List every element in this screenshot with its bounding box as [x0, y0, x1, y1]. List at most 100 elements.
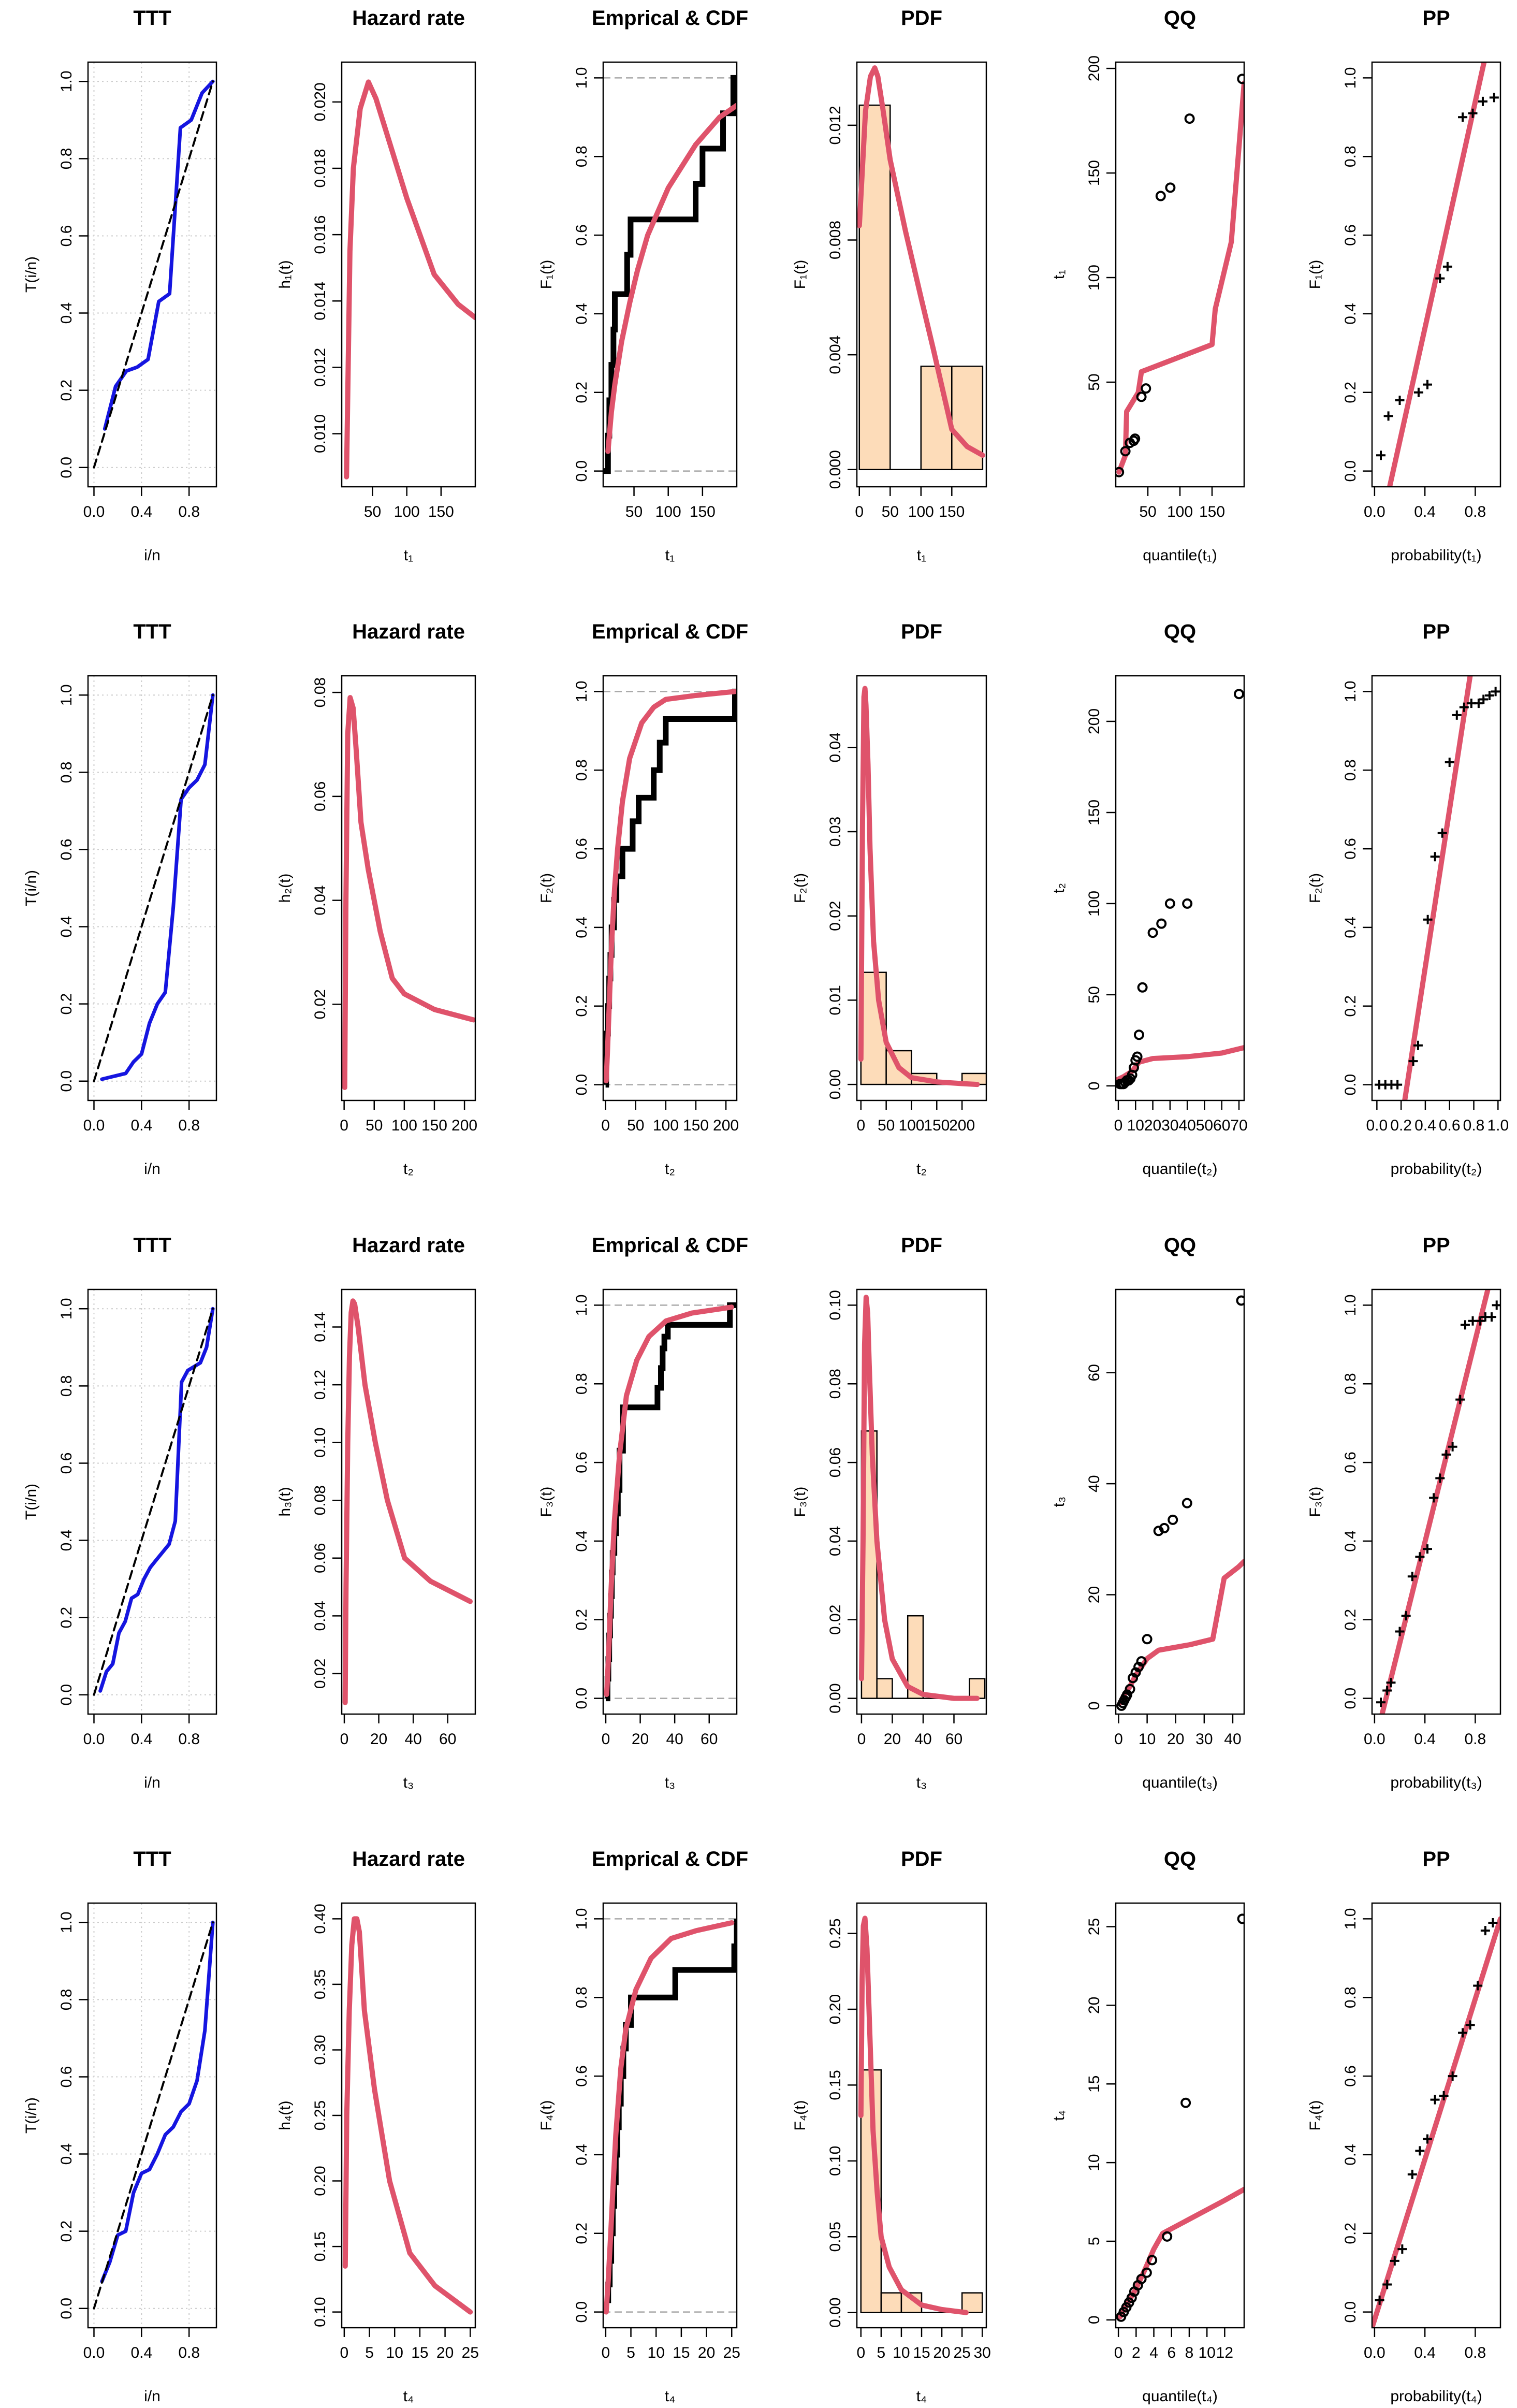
x-axis-label: i/n	[144, 2388, 161, 2405]
y-tick-label: 0.014	[312, 282, 329, 321]
x-tick-label: 20	[632, 1731, 649, 1748]
pp-point	[1413, 1040, 1423, 1050]
plot-frame	[1115, 1288, 1245, 1715]
y-tick-label: 0.018	[312, 149, 329, 187]
panel-title: Hazard rate	[352, 7, 465, 30]
y-tick-label: 0.05	[827, 2222, 844, 2252]
x-tick-label: 150	[690, 503, 716, 520]
x-tick-label: 0.4	[130, 1117, 152, 1134]
x-tick-label: 30	[974, 2344, 991, 2361]
x-tick-label: 0	[856, 1117, 865, 1134]
plot-frame	[87, 675, 217, 1101]
y-tick-label: 0.0	[1342, 2301, 1359, 2323]
x-tick-label: 0.0	[83, 1731, 105, 1748]
y-tick-label: 0.6	[1342, 224, 1359, 246]
plot-frame	[856, 675, 987, 1101]
x-tick-label: 0.0	[1366, 1117, 1388, 1134]
qq-point	[1136, 1656, 1147, 1667]
x-tick-label: 15	[411, 2344, 428, 2361]
y-tick-label: 0.0	[58, 1070, 75, 1092]
y-axis-label: h₂(t)	[276, 874, 294, 903]
panel-r3c1: 0.0 0.4 0.8 0.0 0.2 0.4 0.6 0.8 1.0 TTT i/n T(i/n)	[23, 1234, 217, 1791]
x-tick-label: 100	[391, 1117, 417, 1134]
y-tick-label: 0.0	[1342, 1074, 1359, 1096]
pp-point	[1435, 1473, 1445, 1483]
x-tick-label: 40	[666, 1731, 683, 1748]
fitted-curve	[1387, 62, 1487, 487]
plot-area	[88, 1289, 216, 1714]
x-tick-label: 150	[421, 1117, 447, 1134]
y-axis: 0.0 0.2 0.4 0.6 0.8 1.0	[1342, 681, 1372, 1096]
qq-point	[1168, 1514, 1178, 1525]
y-tick-label: 0.02	[827, 1605, 844, 1635]
x-tick-label: 0.4	[130, 2344, 152, 2361]
fitted-curve	[604, 1304, 735, 1698]
x-tick-label: 20	[884, 1731, 901, 1748]
panel-r4c3: 0 5 10 15 20 25 0.0 0.2 0.4 0.6 0.8 1.0 Emprical & C…	[538, 1848, 748, 2405]
x-tick-label: 0	[602, 1731, 610, 1748]
panel-title: PDF	[901, 1234, 942, 1257]
x-tick-label: 15	[913, 2344, 930, 2361]
y-tick-label: 50	[1086, 373, 1103, 390]
plot-frame	[1371, 61, 1501, 488]
qq-point	[1237, 74, 1244, 84]
y-tick-label: 0.10	[827, 1290, 844, 1320]
x-tick-label: 0.4	[1414, 2344, 1436, 2361]
y-tick-label: 0.8	[58, 762, 75, 784]
x-axis-label: t₃	[403, 1774, 414, 1791]
fitted-curve	[1372, 1916, 1500, 2328]
y-tick-label: 1.0	[1342, 1295, 1359, 1316]
x-tick-label: 40	[1178, 1117, 1195, 1134]
panel-title: TTT	[133, 1234, 171, 1257]
y-tick-label: 0.04	[827, 1526, 844, 1556]
y-tick-label: 0.01	[827, 985, 844, 1015]
x-tick-label: 0	[856, 2344, 865, 2361]
x-tick-label: 20	[370, 1731, 387, 1748]
y-axis: 0.0 0.2 0.4 0.6 0.8 1.0	[573, 67, 603, 482]
pp-point	[1435, 273, 1445, 283]
y-tick-label: 0.020	[312, 82, 329, 121]
y-axis: 0.0 0.2 0.4 0.6 0.8 1.0	[58, 1911, 88, 2319]
x-tick-label: 0	[1114, 2344, 1123, 2361]
qq-point	[1147, 927, 1158, 938]
x-axis-label: probability(t₄)	[1390, 2388, 1482, 2405]
x-axis: 0 2 4 6 8 10 12	[1114, 2328, 1233, 2361]
panel-r3c3: 0 20 40 60 0.0 0.2 0.4 0.6 0.8 1.0 Emprical & CDF t…	[538, 1234, 748, 1791]
x-axis-label: probability(t₂)	[1391, 1161, 1482, 1178]
pp-point	[1376, 1698, 1386, 1707]
plot-area	[1116, 689, 1244, 1090]
y-tick-label: 1.0	[1342, 67, 1359, 89]
y-tick-label: 0.06	[312, 781, 329, 811]
y-tick-label: 0.008	[827, 221, 844, 259]
x-tick-label: 12	[1216, 2344, 1233, 2361]
fitted-curve	[344, 79, 475, 480]
y-axis-label: t₁	[1051, 270, 1068, 279]
y-tick-label: 15	[1086, 2076, 1103, 2093]
x-tick-label: 150	[1199, 503, 1225, 520]
y-tick-label: 0.012	[827, 106, 844, 144]
y-tick-label: 0.2	[573, 382, 590, 403]
x-tick-label: 4	[1149, 2344, 1158, 2361]
x-tick-label: 50	[1139, 503, 1156, 520]
pp-point	[1386, 1678, 1396, 1688]
x-tick-label: 100	[1167, 503, 1193, 520]
pp-point	[1442, 262, 1452, 271]
qq-point	[1120, 446, 1131, 457]
x-tick-label: 0.0	[83, 1117, 105, 1134]
panel-r1c3: 50 100 150 0.0 0.2 0.4 0.6 0.8 1.0 Emprical & CDF…	[538, 7, 748, 564]
qq-point	[1142, 1634, 1153, 1645]
panel-title: PP	[1422, 1234, 1450, 1257]
pp-point	[1423, 915, 1433, 924]
y-axis: 0.0 0.2 0.4 0.6 0.8 1.0	[1342, 1908, 1372, 2323]
panel-r4c2: 0 5 10 15 20 25 0.10 0.15 0.20 0.25 0.30 0.35 0.40 Ha…	[276, 1848, 479, 2405]
plot-frame	[1115, 675, 1245, 1101]
y-tick-label: 0.04	[827, 732, 844, 762]
y-axis: 0.00 0.05 0.10 0.15 0.20 0.25	[827, 1918, 857, 2328]
y-tick-label: 0.4	[573, 303, 590, 325]
y-axis: 0.0 0.2 0.4 0.6 0.8 1.0	[573, 681, 603, 1095]
y-axis: 0 5 10 15 20 25	[1086, 1918, 1116, 2324]
x-tick-label: 0.8	[178, 1731, 200, 1748]
x-tick-label: 0.0	[83, 503, 105, 520]
qq-point	[1147, 2255, 1158, 2266]
